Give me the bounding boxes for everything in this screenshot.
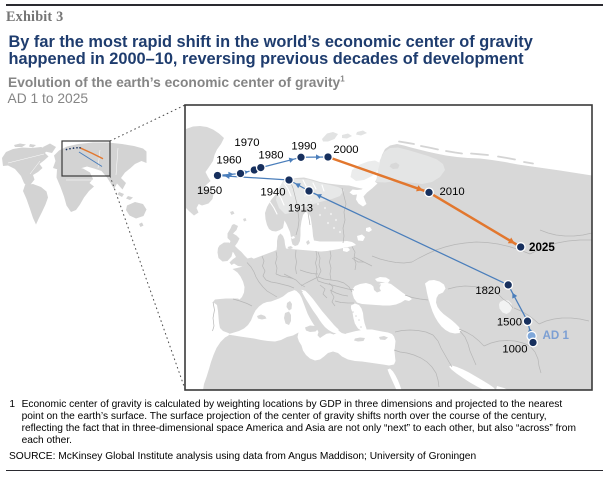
svg-text:1950: 1950 [197,185,222,197]
svg-text:2025: 2025 [529,241,555,254]
svg-text:1000: 1000 [502,343,527,355]
svg-text:1500: 1500 [497,316,522,328]
svg-text:2000: 2000 [333,144,358,156]
svg-text:1940: 1940 [260,187,285,199]
svg-text:AD 1: AD 1 [543,329,570,342]
svg-text:1980: 1980 [258,149,283,161]
svg-text:1913: 1913 [288,202,313,214]
svg-text:1960: 1960 [216,155,241,167]
svg-text:1820: 1820 [475,285,500,297]
svg-text:2010: 2010 [440,186,465,198]
svg-text:1990: 1990 [291,141,316,153]
svg-text:1970: 1970 [234,137,259,149]
